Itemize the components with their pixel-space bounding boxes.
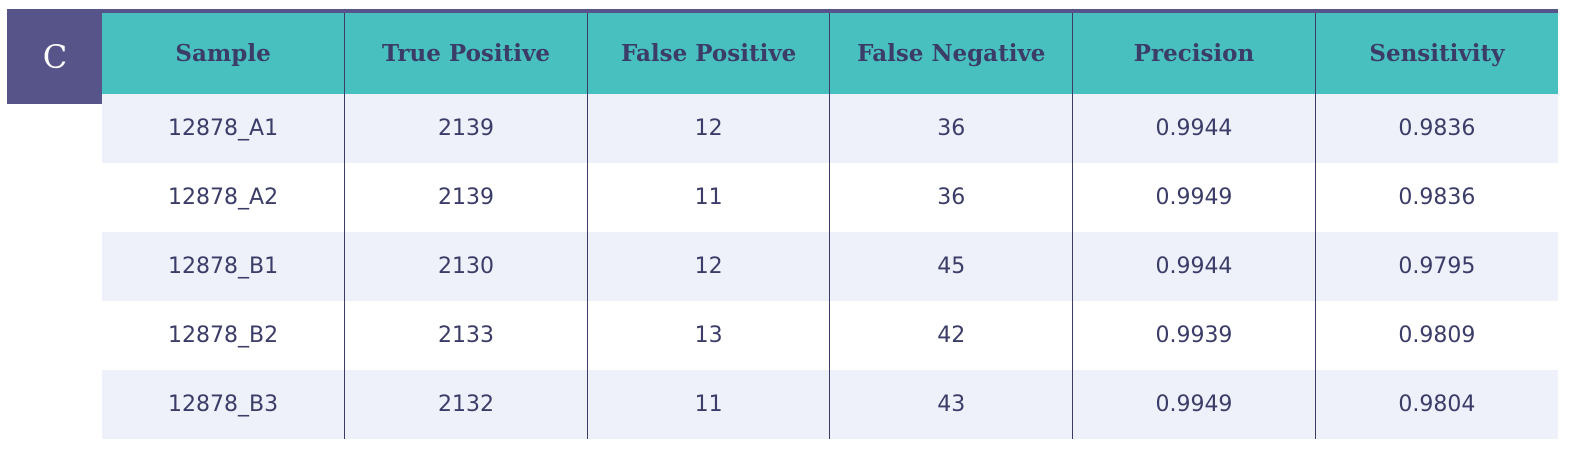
cell-false-negative: 36 (829, 94, 1073, 163)
cell-sample: 12878_B1 (102, 232, 345, 301)
cell-sensitivity: 0.9809 (1314, 301, 1558, 370)
header-precision: Precision (1072, 11, 1316, 94)
cell-sample: 12878_A2 (102, 163, 345, 232)
cell-sensitivity: 0.9804 (1314, 370, 1558, 439)
cell-true-positive: 2139 (344, 94, 588, 163)
cell-false-positive: 11 (586, 370, 830, 439)
cell-precision: 0.9939 (1072, 301, 1316, 370)
cell-sample: 12878_A1 (102, 94, 345, 163)
panel-label: C (7, 9, 103, 104)
header-true-positive: True Positive (344, 11, 588, 94)
cell-precision: 0.9949 (1072, 370, 1316, 439)
cell-false-negative: 42 (829, 301, 1073, 370)
header-false-positive: False Positive (586, 11, 830, 94)
table-header-row: Sample True Positive False Positive Fals… (102, 11, 1558, 94)
cell-true-positive: 2130 (344, 232, 588, 301)
table-row: 12878_A2 2139 11 36 0.9949 0.9836 (102, 163, 1558, 232)
results-table: Sample True Positive False Positive Fals… (102, 9, 1558, 439)
cell-sample: 12878_B3 (102, 370, 345, 439)
results-table-container: Sample True Positive False Positive Fals… (102, 9, 1558, 439)
header-sample: Sample (102, 11, 345, 94)
header-sensitivity: Sensitivity (1314, 11, 1558, 94)
cell-false-positive: 12 (586, 232, 830, 301)
cell-false-positive: 11 (586, 163, 830, 232)
cell-sensitivity: 0.9836 (1314, 163, 1558, 232)
table-row: 12878_A1 2139 12 36 0.9944 0.9836 (102, 94, 1558, 163)
cell-false-positive: 13 (586, 301, 830, 370)
cell-sensitivity: 0.9836 (1314, 94, 1558, 163)
cell-precision: 0.9949 (1072, 163, 1316, 232)
cell-sample: 12878_B2 (102, 301, 345, 370)
header-false-negative: False Negative (829, 11, 1073, 94)
cell-true-positive: 2139 (344, 163, 588, 232)
cell-false-negative: 36 (829, 163, 1073, 232)
cell-true-positive: 2133 (344, 301, 588, 370)
cell-precision: 0.9944 (1072, 232, 1316, 301)
cell-false-negative: 43 (829, 370, 1073, 439)
cell-false-positive: 12 (586, 94, 830, 163)
cell-sensitivity: 0.9795 (1314, 232, 1558, 301)
table-row: 12878_B1 2130 12 45 0.9944 0.9795 (102, 232, 1558, 301)
cell-true-positive: 2132 (344, 370, 588, 439)
cell-precision: 0.9944 (1072, 94, 1316, 163)
table-row: 12878_B3 2132 11 43 0.9949 0.9804 (102, 370, 1558, 439)
table-row: 12878_B2 2133 13 42 0.9939 0.9809 (102, 301, 1558, 370)
cell-false-negative: 45 (829, 232, 1073, 301)
